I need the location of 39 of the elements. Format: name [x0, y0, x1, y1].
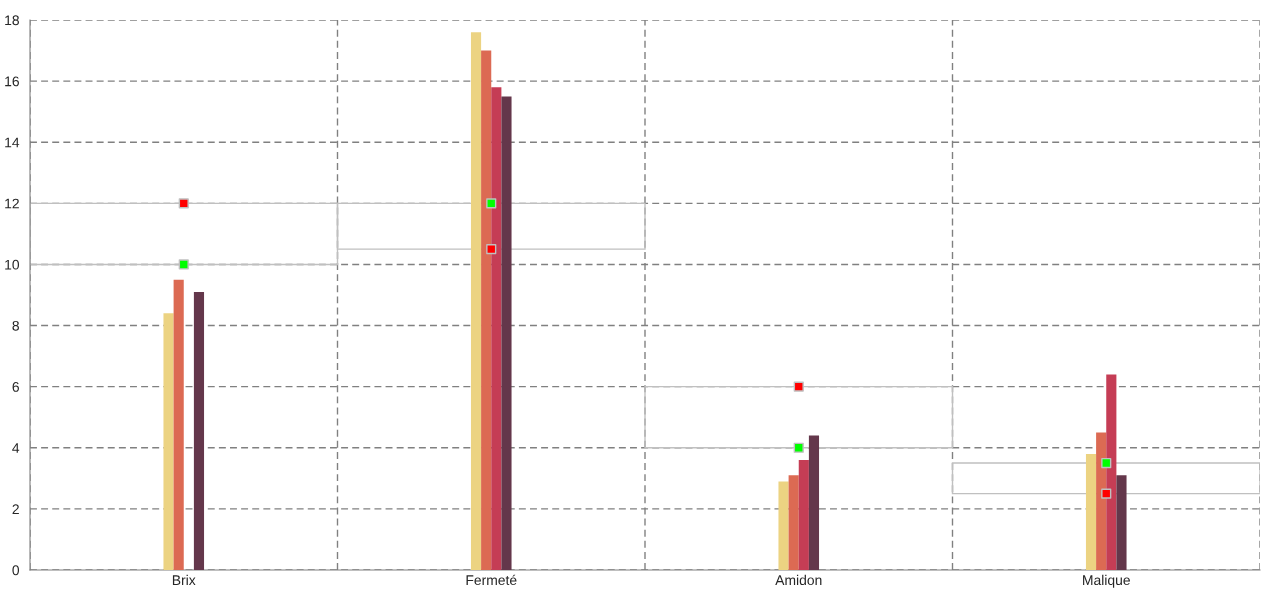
bar [951, 462, 1260, 495]
bar [173, 279, 184, 570]
bar [1096, 432, 1107, 570]
point [1101, 488, 1112, 499]
point [486, 244, 497, 255]
y-tick-label: 16 [5, 76, 19, 87]
bar [501, 96, 512, 570]
bar [163, 313, 174, 570]
bar [1116, 475, 1127, 570]
y-tick-label: 18 [5, 15, 19, 26]
point [178, 198, 189, 209]
y-tick-label: 10 [5, 259, 20, 270]
bar [798, 460, 809, 570]
bar [788, 475, 799, 570]
y-tick-label: 4 [12, 443, 20, 453]
point [793, 381, 804, 392]
bar [778, 481, 789, 570]
bar [1085, 453, 1097, 570]
bar [644, 385, 954, 449]
bar [808, 435, 820, 570]
x-tick-label: Amidon [775, 574, 822, 586]
bar [1106, 374, 1117, 570]
bar [470, 32, 482, 570]
y-tick-label: 14 [5, 137, 20, 148]
point [793, 442, 804, 453]
point [1101, 457, 1112, 469]
y-tick-label: 2 [12, 504, 19, 514]
bar [481, 50, 492, 570]
point [178, 259, 189, 270]
bar [491, 87, 502, 570]
x-tick-label: Brix [172, 574, 196, 585]
y-tick-label: 12 [5, 198, 19, 209]
y-tick-label: 0 [12, 565, 20, 576]
point [486, 198, 497, 209]
x-tick-label: Fermeté [466, 574, 517, 586]
x-tick-label: Malique [1083, 574, 1130, 588]
y-tick-label: 6 [12, 382, 19, 392]
bar [193, 291, 205, 570]
y-tick-label: 8 [12, 320, 19, 331]
